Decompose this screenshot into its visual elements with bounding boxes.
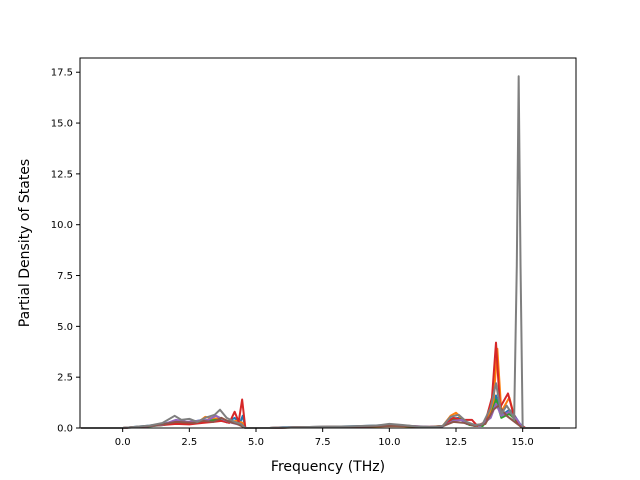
x-tick-label: 0.0 [115, 437, 131, 448]
x-axis-title: Frequency (THz) [271, 459, 385, 475]
x-ticks: 0.0 2.5 5.0 7.5 10.0 12.5 15.0 [115, 428, 534, 448]
y-tick-label: 2.5 [57, 373, 73, 384]
x-tick-label: 10.0 [378, 437, 400, 448]
x-tick-label: 2.5 [181, 437, 197, 448]
y-tick-label: 7.5 [57, 271, 73, 282]
x-tick-label: 5.0 [248, 437, 264, 448]
y-tick-label: 12.5 [51, 169, 73, 180]
plot-frame [79, 57, 577, 429]
x-tick-label: 12.5 [445, 437, 467, 448]
series-layer [81, 75, 560, 429]
x-tick-label: 15.0 [512, 437, 534, 448]
y-tick-label: 15.0 [51, 119, 73, 130]
x-tick-label: 7.5 [315, 437, 331, 448]
y-tick-label: 5.0 [57, 322, 73, 333]
y-tick-label: 10.0 [51, 220, 73, 231]
y-tick-label: 17.5 [51, 68, 73, 79]
y-tick-label: 0.0 [57, 424, 73, 435]
series-line-7 [81, 75, 560, 429]
y-ticks: 0.0 2.5 5.0 7.5 10.0 12.5 15.0 17.5 [51, 68, 80, 435]
y-axis-title: Partial Density of States [17, 159, 33, 327]
